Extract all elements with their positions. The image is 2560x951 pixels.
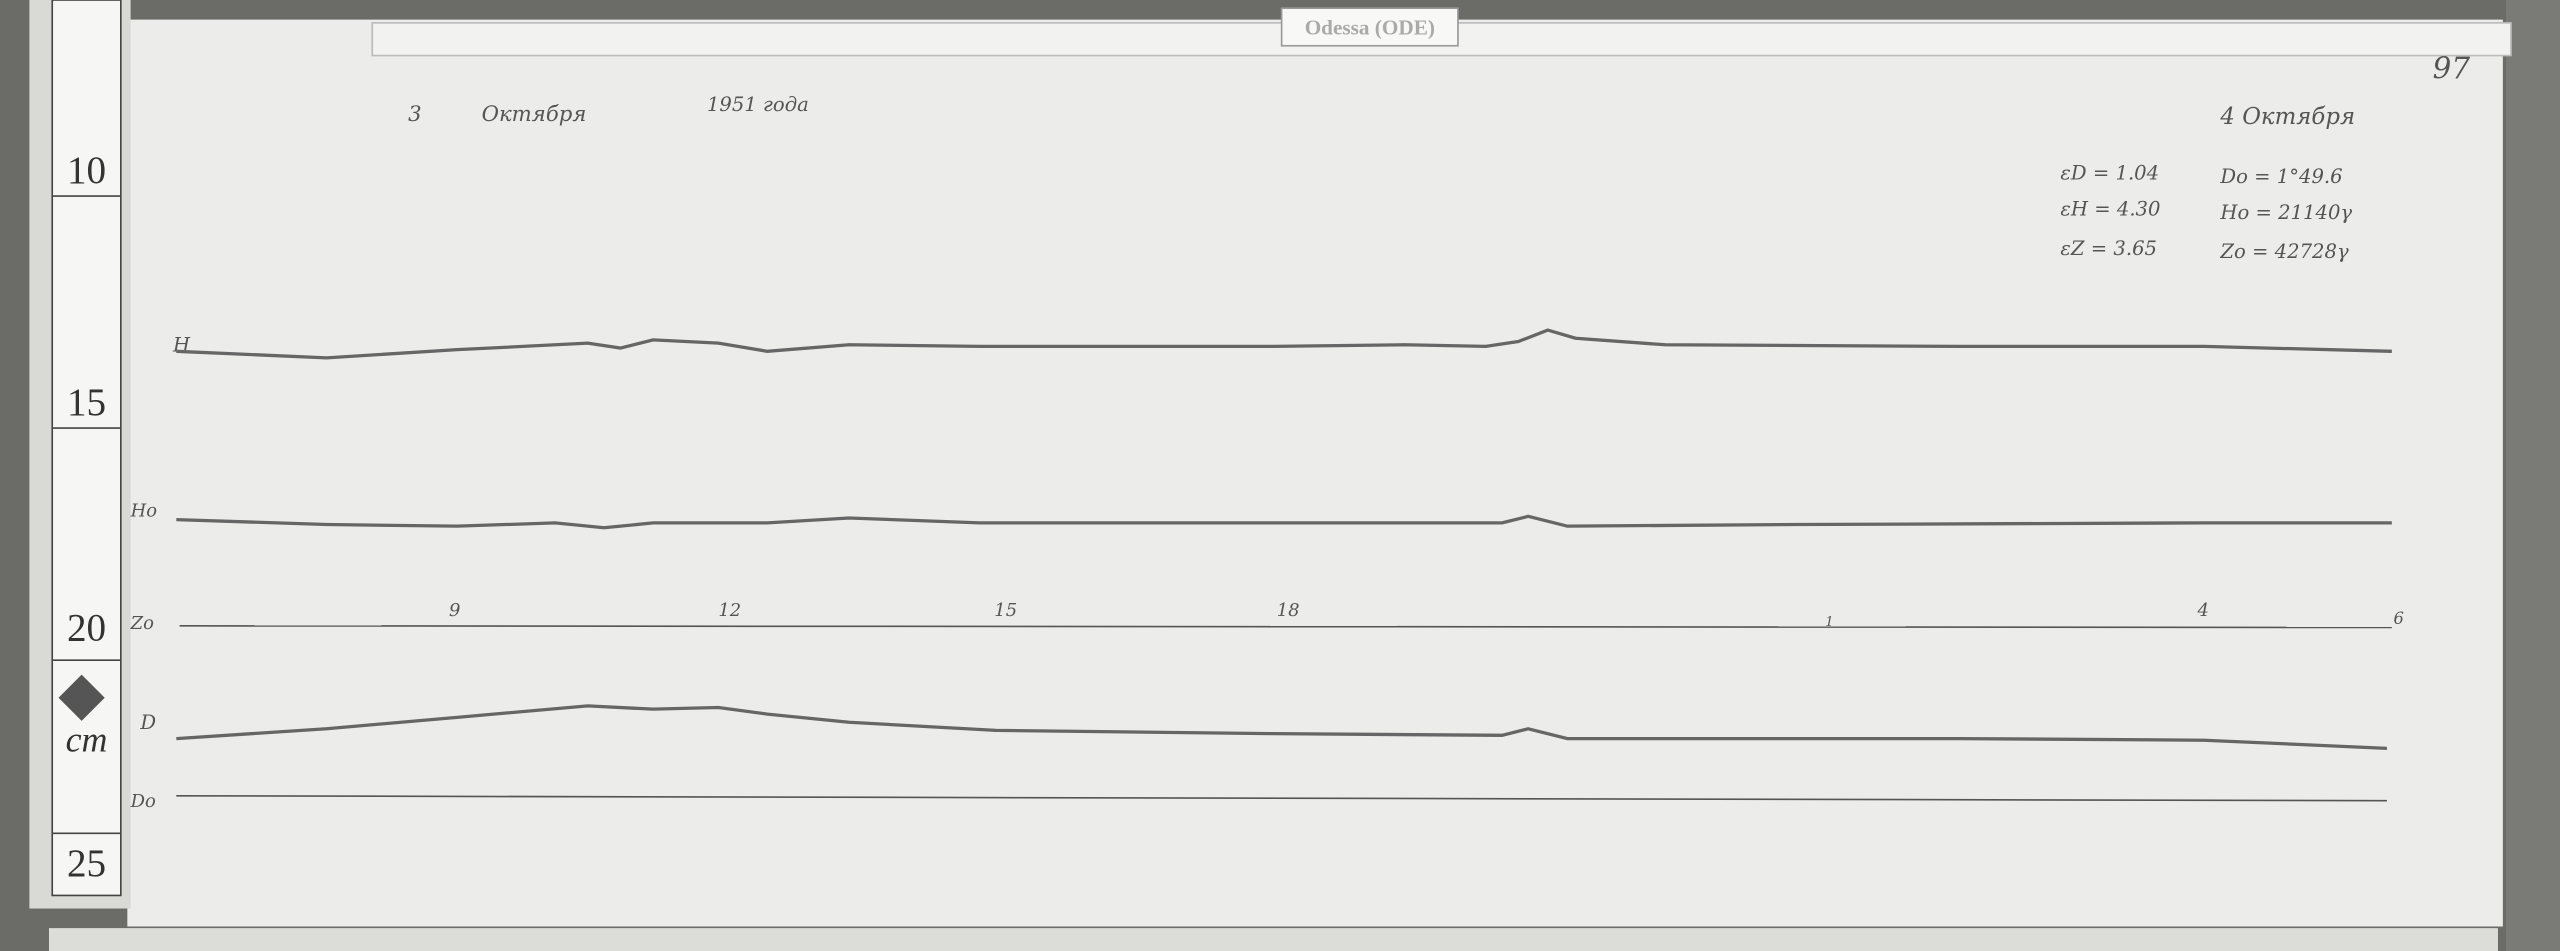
trace-label: Do — [130, 791, 156, 812]
date-right: 4 Октября — [2219, 104, 2355, 130]
station-label: Odessa (ODE) — [1305, 15, 1435, 39]
constant: εH = 4.30 — [2060, 198, 2160, 221]
date-day: 3 — [408, 102, 422, 127]
ruler-unit: cm — [66, 720, 108, 760]
ruler — [51, 0, 122, 897]
trace-label: D — [139, 711, 156, 734]
trace-label: Ho — [130, 500, 158, 521]
constant: Do = 1°49.6 — [2219, 165, 2342, 188]
hour-label: 9 — [449, 600, 460, 621]
station-label-box — [1280, 7, 1459, 47]
ruler-tick: 10 — [67, 149, 106, 192]
trace-label: Zo — [130, 613, 154, 634]
trace-d — [176, 704, 2388, 751]
trace-ho — [176, 514, 2392, 530]
traces — [176, 328, 2392, 751]
hour-label: 6 — [2393, 609, 2403, 628]
paper — [127, 19, 2503, 927]
hour-label: 1 — [1825, 615, 1833, 630]
baseline-do — [176, 794, 2387, 802]
constant: εD = 1.04 — [2060, 162, 2159, 185]
hour-label: 4 — [2197, 600, 2209, 621]
baseline-z — [179, 625, 2392, 629]
hour-label: 12 — [718, 600, 741, 621]
hour-label: 18 — [1277, 600, 1300, 621]
page-number: 97 — [2433, 51, 2471, 85]
constant: Zo = 42728γ — [2219, 240, 2349, 263]
constant: εZ = 3.65 — [2060, 237, 2157, 260]
hour-label: 15 — [994, 600, 1017, 621]
ruler-lines — [52, 195, 121, 835]
date-year: 1951 года — [707, 93, 809, 116]
ruler-tick: 15 — [67, 381, 106, 424]
baselines — [176, 625, 2392, 802]
constant: Ho = 21140γ — [2219, 201, 2352, 224]
trace-h — [176, 328, 2392, 360]
background-right — [2506, 0, 2560, 951]
date-month: Октября — [482, 102, 587, 127]
ruler-tick: 25 — [67, 842, 106, 885]
paper-bottom-strip — [48, 928, 2498, 951]
ruler-tick: 20 — [67, 607, 106, 650]
